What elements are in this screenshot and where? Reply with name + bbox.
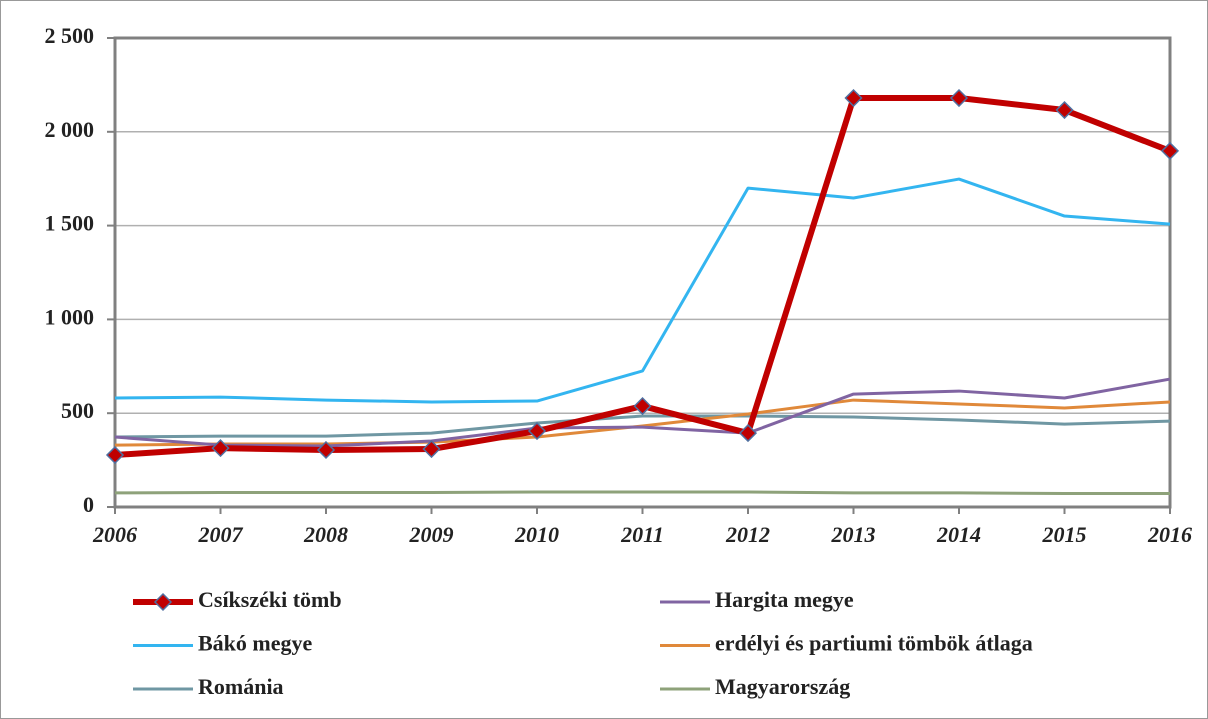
legend-marker xyxy=(153,592,173,612)
x-tick-label: 2009 xyxy=(409,522,454,547)
x-tick-label: 2006 xyxy=(92,522,137,547)
data-marker xyxy=(949,88,969,108)
x-tick-label: 2016 xyxy=(1147,522,1192,547)
data-marker xyxy=(316,440,336,460)
legend-label: Hargita megye xyxy=(715,587,854,612)
y-tick-label: 2 000 xyxy=(45,117,95,142)
legend-label: Magyarország xyxy=(715,674,850,699)
y-tick-label: 500 xyxy=(61,398,94,423)
legend-label: Bákó megye xyxy=(198,631,313,656)
x-tick-label: 2010 xyxy=(514,522,559,547)
x-tick-label: 2007 xyxy=(198,522,244,547)
series-line xyxy=(114,414,1171,439)
y-tick-label: 2 500 xyxy=(45,23,95,48)
data-marker xyxy=(211,439,230,458)
data-marker xyxy=(844,88,863,108)
data-marker xyxy=(105,445,125,465)
x-tick-label: 2014 xyxy=(936,522,981,547)
legend-label: Románia xyxy=(198,674,284,699)
data-marker xyxy=(1160,141,1180,160)
series-line xyxy=(114,177,1171,404)
y-tick-label: 1 500 xyxy=(45,211,95,236)
y-tick-label: 1 000 xyxy=(45,304,95,329)
data-marker xyxy=(1055,100,1074,120)
x-tick-label: 2011 xyxy=(620,522,664,547)
x-tick-label: 2008 xyxy=(303,522,348,547)
data-marker xyxy=(422,439,441,459)
series-line xyxy=(114,377,1171,448)
y-tick-label: 0 xyxy=(83,492,94,517)
data-marker xyxy=(633,397,652,416)
legend-label: Csíkszéki tömb xyxy=(198,587,342,612)
series-line xyxy=(114,490,1170,495)
data-marker xyxy=(527,421,547,441)
legend-label: erdélyi és partiumi tömbök átlaga xyxy=(715,631,1033,656)
data-marker xyxy=(738,424,758,443)
x-tick-label: 2013 xyxy=(831,522,876,547)
x-tick-label: 2012 xyxy=(725,522,770,547)
x-tick-label: 2015 xyxy=(1042,522,1087,547)
